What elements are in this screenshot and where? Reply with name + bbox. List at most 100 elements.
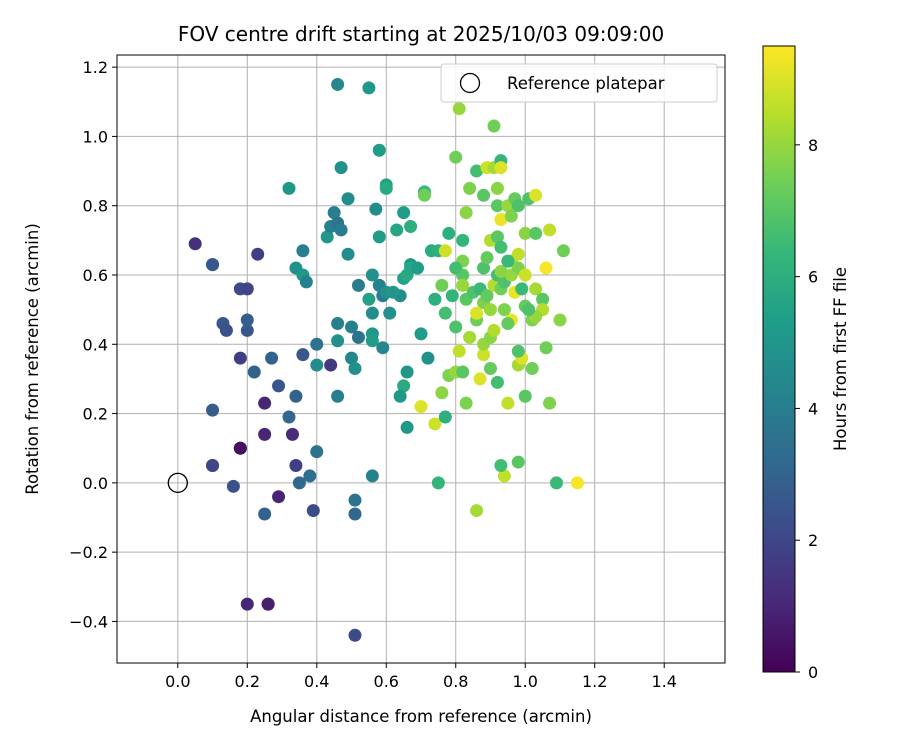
data-point: [345, 351, 359, 365]
data-point: [362, 292, 376, 306]
data-point: [570, 476, 584, 490]
data-point: [331, 389, 345, 403]
data-point: [428, 292, 442, 306]
data-point: [470, 504, 484, 518]
data-point: [504, 209, 518, 223]
data-point: [515, 282, 529, 296]
data-point: [365, 469, 379, 483]
data-point: [511, 247, 525, 261]
data-point: [362, 81, 376, 95]
data-point: [529, 226, 543, 240]
data-point: [265, 351, 279, 365]
data-point: [282, 410, 296, 424]
data-point: [494, 265, 508, 279]
data-point: [261, 597, 275, 611]
data-point: [400, 365, 414, 379]
x-tick-label: 0.6: [374, 672, 399, 691]
colorbar-tick-label: 4: [808, 399, 818, 418]
data-point: [411, 261, 425, 275]
x-axis-label: Angular distance from reference (arcmin): [250, 707, 592, 726]
data-point: [518, 389, 532, 403]
data-point: [226, 479, 240, 493]
y-tick-label: 1.0: [83, 127, 108, 146]
data-point: [240, 597, 254, 611]
plot-frame: [116, 54, 726, 664]
y-axis-label: Rotation from reference (arcmin): [23, 223, 42, 495]
data-point: [369, 202, 383, 216]
data-point: [348, 628, 362, 642]
data-point: [463, 330, 477, 344]
data-point: [240, 323, 254, 337]
x-tick-label: 1.0: [513, 672, 538, 691]
data-point: [397, 379, 411, 393]
data-point: [414, 327, 428, 341]
data-point: [296, 348, 310, 362]
legend-reference-icon: [459, 72, 481, 94]
data-point: [188, 237, 202, 251]
data-point: [393, 389, 407, 403]
data-point: [449, 150, 463, 164]
data-point: [251, 247, 265, 261]
colorbar: 0 2 4 6 8 Hours from first FF file: [762, 45, 850, 682]
data-point: [449, 320, 463, 334]
data-point: [490, 181, 504, 195]
data-point: [511, 455, 525, 469]
data-point: [372, 143, 386, 157]
data-point: [365, 268, 379, 282]
data-point: [404, 219, 418, 233]
data-point: [452, 344, 466, 358]
data-point: [285, 427, 299, 441]
data-point: [240, 313, 254, 327]
data-point: [473, 372, 487, 386]
colorbar-bar: [762, 45, 796, 673]
data-point: [529, 188, 543, 202]
data-point: [501, 316, 515, 330]
data-point: [206, 403, 220, 417]
data-point: [400, 420, 414, 434]
y-tick-label: 0.2: [83, 405, 108, 424]
data-point: [428, 417, 442, 431]
data-point: [372, 230, 386, 244]
data-point: [470, 306, 484, 320]
data-point: [483, 362, 497, 376]
y-tick-label: 0.4: [83, 335, 108, 354]
data-point: [463, 181, 477, 195]
data-point: [383, 306, 397, 320]
x-axis-ticks: 0.0 0.2 0.4 0.6 0.8 1.0 1.2 1.4: [165, 663, 677, 691]
data-point: [435, 386, 449, 400]
data-point: [543, 396, 557, 410]
data-point: [334, 223, 348, 237]
data-point: [556, 244, 570, 258]
data-point: [511, 199, 525, 213]
data-point: [494, 459, 508, 473]
x-tick-label: 1.4: [651, 672, 676, 691]
data-point: [320, 230, 334, 244]
y-tick-label: 1.2: [83, 58, 108, 77]
data-point: [348, 362, 362, 376]
data-point: [299, 275, 313, 289]
data-point: [341, 192, 355, 206]
data-point: [438, 306, 452, 320]
data-point: [414, 400, 428, 414]
data-point: [480, 289, 494, 303]
data-point: [449, 261, 463, 275]
data-point: [386, 285, 400, 299]
data-point: [483, 303, 497, 317]
data-point: [397, 206, 411, 220]
data-point: [456, 233, 470, 247]
data-point: [442, 226, 456, 240]
data-points: [188, 77, 584, 642]
data-point: [549, 476, 563, 490]
data-point: [477, 261, 491, 275]
data-point: [233, 351, 247, 365]
data-point: [494, 161, 508, 175]
data-point: [351, 330, 365, 344]
colorbar-tick-label: 2: [808, 531, 818, 550]
data-point: [494, 240, 508, 254]
data-point: [539, 341, 553, 355]
chart-title: FOV centre drift starting at 2025/10/03 …: [178, 22, 664, 46]
data-point: [306, 504, 320, 518]
data-point: [438, 244, 452, 258]
data-point: [351, 278, 365, 292]
